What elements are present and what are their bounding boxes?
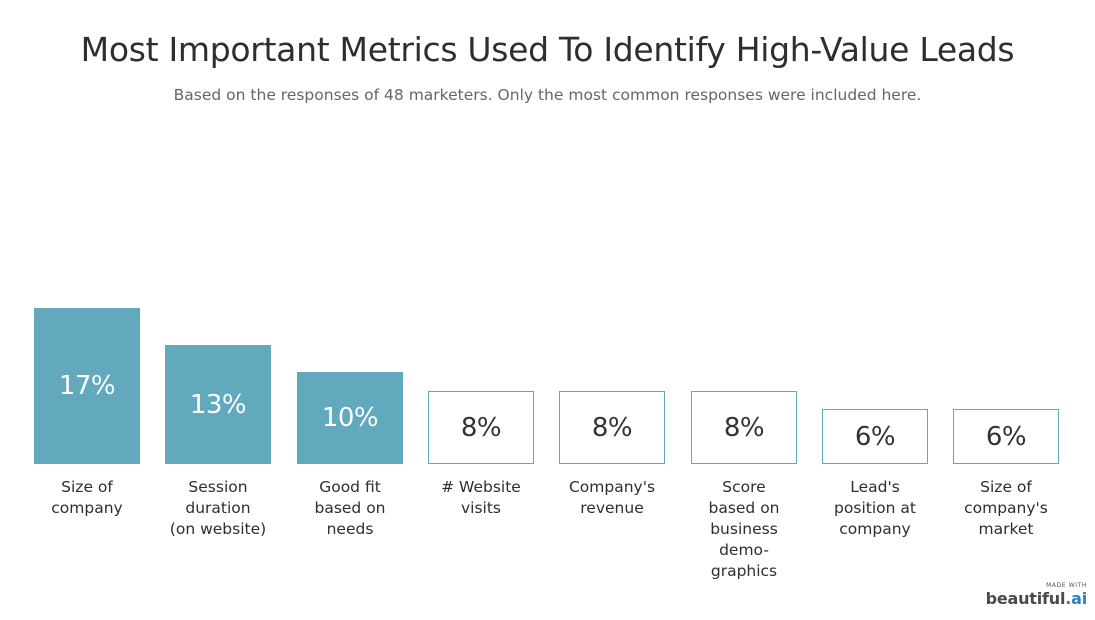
- bar-6: 8%: [691, 391, 797, 464]
- brand-made-with: MADE WITH: [1046, 582, 1087, 589]
- category-label: Lead's position at company: [834, 478, 916, 538]
- bar-value-label: 13%: [189, 389, 247, 420]
- bar-8: 6%: [953, 409, 1059, 464]
- category-label: Size of company: [51, 478, 123, 517]
- chart-title: Most Important Metrics Used To Identify …: [80, 30, 1015, 69]
- bar-value-label: 8%: [591, 412, 633, 443]
- category-label: Company's revenue: [568, 478, 656, 517]
- category-label: Size of company's market: [964, 478, 1048, 538]
- bar-value-label: 8%: [723, 412, 765, 443]
- category-label: # Website visits: [441, 478, 521, 517]
- brand-logo: beautiful.ai: [985, 589, 1088, 608]
- bar-4: 8%: [428, 391, 534, 464]
- bar-2: 13%: [165, 345, 271, 464]
- brand-suffix: .ai: [1065, 589, 1087, 608]
- category-label: Good fit based on needs: [314, 478, 386, 538]
- bar-3: 10%: [297, 372, 403, 464]
- brand-name: beautiful: [985, 589, 1066, 608]
- bar-1: 17%: [34, 308, 140, 464]
- bar-value-label: 8%: [460, 412, 502, 443]
- bar-5: 8%: [559, 391, 665, 464]
- bar-value-label: 6%: [854, 421, 896, 452]
- category-label: Session duration (on website): [169, 478, 267, 538]
- chart-subtitle: Based on the responses of 48 marketers. …: [173, 86, 922, 104]
- bar-value-label: 17%: [58, 371, 116, 401]
- bar-7: 6%: [822, 409, 928, 464]
- category-label: Score based on business demo- graphics: [708, 478, 780, 580]
- bar-value-label: 10%: [321, 403, 379, 433]
- brand-watermark: MADE WITH beautiful.ai: [985, 582, 1088, 608]
- bar-value-label: 6%: [985, 421, 1027, 452]
